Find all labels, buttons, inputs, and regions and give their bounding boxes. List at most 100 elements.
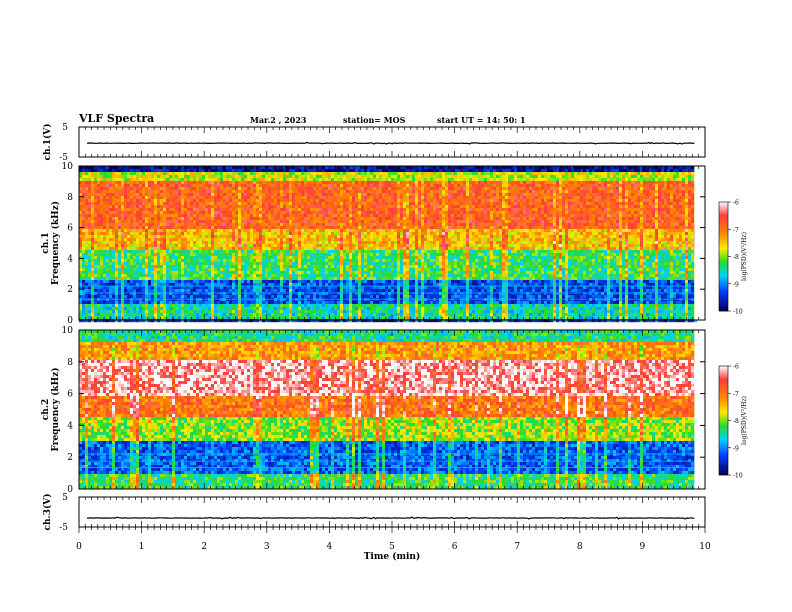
spectrogram-cell — [325, 169, 329, 173]
spectrogram-cell — [328, 175, 332, 179]
spectrogram-cell — [355, 310, 359, 314]
spectrogram-cell — [328, 178, 332, 182]
spectrogram-cell — [295, 247, 299, 251]
spectrogram-cell — [91, 319, 95, 323]
spectrogram-cell — [142, 250, 146, 254]
spectrogram-cell — [205, 283, 209, 287]
spectrogram-cell — [118, 319, 122, 323]
spectrogram-cell — [217, 265, 221, 269]
spectrogram-cell — [340, 220, 344, 224]
spectrogram-cell — [124, 214, 128, 218]
spectrogram-cell — [346, 259, 350, 263]
spectrogram-cell — [115, 289, 119, 293]
spectrogram-cell — [193, 277, 197, 281]
spectrogram-cell — [265, 190, 269, 194]
spectrogram-cell — [82, 166, 86, 170]
spectrogram-cell — [178, 238, 182, 242]
spectrogram-cell — [79, 187, 83, 191]
spectrogram-cell — [172, 319, 176, 323]
spectrogram-cell — [85, 193, 89, 197]
spectrogram-cell — [82, 181, 86, 185]
spectrogram-cell — [280, 289, 284, 293]
spectrogram-cell — [139, 295, 143, 299]
spectrogram-cell — [313, 271, 317, 275]
spectrogram-cell — [346, 310, 350, 314]
spectrogram-cell — [226, 241, 230, 245]
spectrogram-cell — [118, 313, 122, 317]
spectrogram-cell — [175, 280, 179, 284]
spectrogram-cell — [85, 181, 89, 185]
spectrogram-cell — [196, 319, 200, 323]
spectrogram-cell — [280, 235, 284, 239]
spectrogram-cell — [322, 268, 326, 272]
spectrogram-cell — [118, 220, 122, 224]
spectrogram-cell — [313, 214, 317, 218]
spectrogram-cell — [361, 196, 365, 200]
spectrogram-cell — [160, 178, 164, 182]
spectrogram-cell — [94, 262, 98, 266]
spectrogram-cell — [244, 313, 248, 317]
spectrogram-cell — [106, 229, 110, 233]
spectrogram-cell — [130, 175, 134, 179]
spectrogram-cell — [121, 208, 125, 212]
spectrogram-cell — [259, 211, 263, 215]
spectrogram-cell — [313, 232, 317, 236]
spectrogram-cell — [268, 256, 272, 260]
spectrogram-cell — [217, 208, 221, 212]
spectrogram-cell — [364, 196, 368, 200]
spectrogram-cell — [310, 247, 314, 251]
spectrogram-cell — [163, 301, 167, 305]
spectrogram-cell — [322, 232, 326, 236]
spectrogram-cell — [361, 181, 365, 185]
spectrogram-cell — [97, 292, 101, 296]
spectrogram-cell — [190, 268, 194, 272]
spectrogram-cell — [220, 205, 224, 209]
spectrogram-cell — [286, 214, 290, 218]
spectrogram-cell — [274, 229, 278, 233]
spectrogram-cell — [244, 202, 248, 206]
spectrogram-cell — [298, 286, 302, 290]
spectrogram-cell — [190, 211, 194, 215]
spectrogram-cell — [211, 208, 215, 212]
spectrogram-cell — [166, 190, 170, 194]
spectrogram-cell — [244, 262, 248, 266]
spectrogram-cell — [226, 268, 230, 272]
spectrogram-cell — [103, 214, 107, 218]
spectrogram-cell — [109, 172, 113, 176]
spectrogram-cell — [271, 253, 275, 257]
spectrogram-cell — [325, 253, 329, 257]
spectrogram-cell — [259, 283, 263, 287]
spectrogram-cell — [307, 310, 311, 314]
spectrogram-cell — [163, 175, 167, 179]
spectrogram-cell — [247, 235, 251, 239]
spectrogram-cell — [328, 244, 332, 248]
spectrogram-cell — [211, 214, 215, 218]
spectrogram-cell — [175, 286, 179, 290]
spectrogram-cell — [340, 184, 344, 188]
spectrogram-cell — [100, 196, 104, 200]
spectrogram-cell — [292, 238, 296, 242]
spectrogram-cell — [157, 268, 161, 272]
spectrogram-cell — [202, 235, 206, 239]
spectrogram-cell — [331, 196, 335, 200]
spectrogram-cell — [244, 169, 248, 173]
spectrogram-cell — [100, 184, 104, 188]
spectrogram-cell — [250, 220, 254, 224]
spectrogram-cell — [97, 214, 101, 218]
spectrogram-cell — [79, 238, 83, 242]
spectrogram-cell — [160, 187, 164, 191]
spectrogram-cell — [286, 286, 290, 290]
spectrogram-cell — [169, 301, 173, 305]
spectrogram-cell — [79, 268, 83, 272]
spectrogram-cell — [97, 169, 101, 173]
spectrogram-cell — [313, 211, 317, 215]
spectrogram-cell — [205, 235, 209, 239]
spectrogram-cell — [352, 271, 356, 275]
spectrogram-cell — [97, 319, 101, 323]
spectrogram-cell — [172, 289, 176, 293]
spectrogram-cell — [331, 292, 335, 296]
spectrogram-cell — [172, 274, 176, 278]
spectrogram-cell — [301, 289, 305, 293]
spectrogram-cell — [346, 217, 350, 221]
spectrogram-cell — [286, 265, 290, 269]
